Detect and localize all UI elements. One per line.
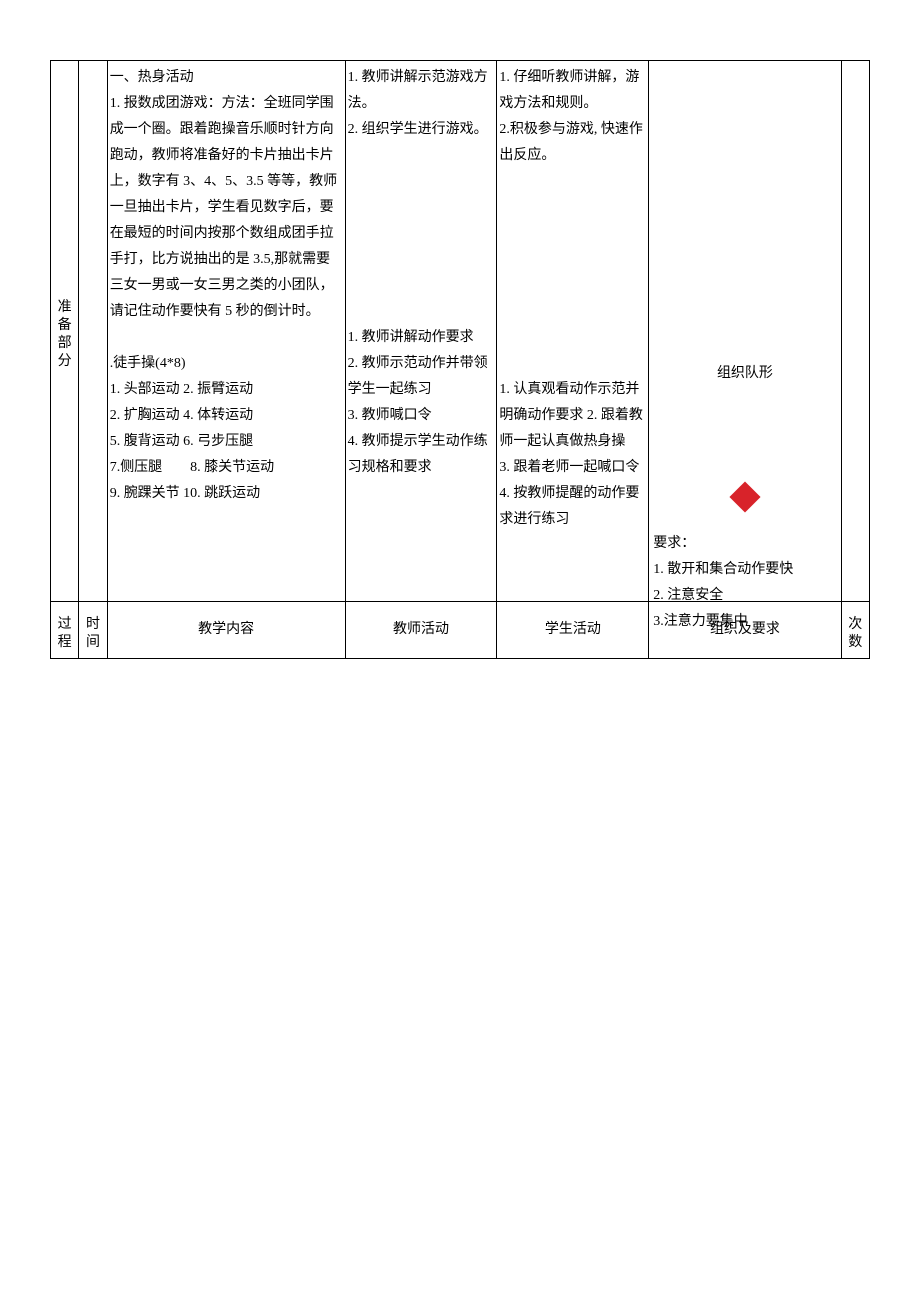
- teacher-line: 4. 教师提示学生动作练习规格和要求: [348, 429, 495, 481]
- student-line: 1. 认真观看动作示范并明确动作要求 2. 跟着教师一起认真做热身操: [499, 377, 646, 455]
- header-content: 教学内容: [107, 602, 345, 659]
- teacher-line: 3. 教师喊口令: [348, 403, 495, 429]
- content-line: 2. 扩胸运动 4. 体转运动: [110, 403, 343, 429]
- count-cell: [841, 61, 869, 602]
- org-req-line: 2. 注意安全: [653, 583, 836, 609]
- content-cell: 一、热身活动 1. 报数成团游戏：方法：全班同学围成一个圈。跟着跑操音乐顺时针方…: [107, 61, 345, 602]
- student-line: 3. 跟着老师一起喊口令: [499, 455, 646, 481]
- content-line: 9. 腕踝关节 10. 跳跃运动: [110, 481, 343, 507]
- header-process: 过程: [51, 602, 79, 659]
- content-text: 1. 报数成团游戏：方法：全班同学围成一个圈。跟着跑操音乐顺时针方向跑动，教师将…: [110, 91, 343, 325]
- table-row: 准备 部分 一、热身活动 1. 报数成团游戏：方法：全班同学围成一个圈。跟着跑操…: [51, 61, 870, 602]
- content-heading-2: .徒手操(4*8): [110, 351, 343, 377]
- teacher-line: 2. 教师示范动作并带领学生一起练习: [348, 351, 495, 403]
- time-cell: [79, 61, 107, 602]
- header-count: 次数: [841, 602, 869, 659]
- org-title: 组织队形: [649, 361, 840, 387]
- diamond-icon: [649, 486, 840, 518]
- organization-cell: 组织队形 要求： 1. 散开和集合动作要快 2. 注意安全 3.注意力要集中: [649, 61, 841, 602]
- student-line: 1. 仔细听教师讲解，游戏方法和规则。: [499, 65, 646, 117]
- content-heading: 一、热身活动: [110, 65, 343, 91]
- student-line: 2.积极参与游戏, 快速作出反应。: [499, 117, 646, 169]
- header-student: 学生活动: [497, 602, 649, 659]
- org-req-line: 1. 散开和集合动作要快: [653, 557, 836, 583]
- teacher-line: 1. 教师讲解示范游戏方法。: [348, 65, 495, 117]
- student-cell: 1. 仔细听教师讲解，游戏方法和规则。 2.积极参与游戏, 快速作出反应。 1.…: [497, 61, 649, 602]
- lesson-plan-table: 准备 部分 一、热身活动 1. 报数成团游戏：方法：全班同学围成一个圈。跟着跑操…: [50, 60, 870, 659]
- teacher-line: 2. 组织学生进行游戏。: [348, 117, 495, 143]
- process-cell: 准备 部分: [51, 61, 79, 602]
- student-line: 4. 按教师提醒的动作要求进行练习: [499, 481, 646, 533]
- header-time: 时间: [79, 602, 107, 659]
- org-req-line: 3.注意力要集中: [653, 609, 836, 635]
- process-label-2: 部分: [58, 336, 72, 369]
- content-line: 5. 腹背运动 6. 弓步压腿: [110, 429, 343, 455]
- process-label-1: 准备: [58, 300, 72, 333]
- header-teacher: 教师活动: [345, 602, 497, 659]
- teacher-cell: 1. 教师讲解示范游戏方法。 2. 组织学生进行游戏。 1. 教师讲解动作要求 …: [345, 61, 497, 602]
- content-line: 1. 头部运动 2. 振臂运动: [110, 377, 343, 403]
- teacher-line: 1. 教师讲解动作要求: [348, 325, 495, 351]
- org-req-heading: 要求：: [653, 531, 836, 557]
- content-line: 7.侧压腿 8. 膝关节运动: [110, 455, 343, 481]
- document-page: 准备 部分 一、热身活动 1. 报数成团游戏：方法：全班同学围成一个圈。跟着跑操…: [0, 0, 920, 659]
